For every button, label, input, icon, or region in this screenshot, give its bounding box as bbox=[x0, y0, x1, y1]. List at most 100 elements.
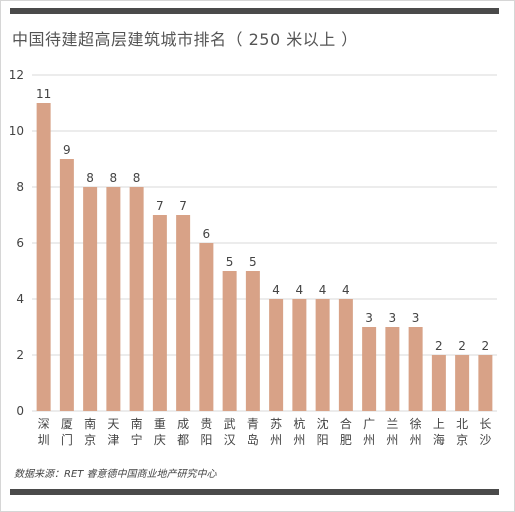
svg-text:广: 广 bbox=[363, 417, 375, 431]
category-label: 武汉 bbox=[224, 417, 236, 447]
svg-text:京: 京 bbox=[456, 433, 468, 447]
bar bbox=[152, 215, 167, 411]
svg-text:阳: 阳 bbox=[317, 433, 329, 447]
data-label: 4 bbox=[342, 283, 350, 297]
category-label: 重庆 bbox=[154, 417, 166, 447]
bar bbox=[431, 355, 446, 411]
svg-text:天: 天 bbox=[107, 417, 119, 431]
svg-text:都: 都 bbox=[177, 433, 189, 447]
y-tick-label: 8 bbox=[16, 180, 24, 194]
svg-text:州: 州 bbox=[410, 433, 422, 447]
svg-text:州: 州 bbox=[363, 433, 375, 447]
category-label: 贵阳 bbox=[200, 417, 212, 447]
svg-text:庆: 庆 bbox=[154, 433, 166, 447]
data-label: 4 bbox=[296, 283, 304, 297]
data-label: 4 bbox=[319, 283, 327, 297]
data-label: 7 bbox=[179, 199, 187, 213]
category-label: 兰州 bbox=[386, 417, 398, 447]
bars bbox=[36, 103, 493, 411]
bar bbox=[199, 243, 214, 411]
bar bbox=[338, 299, 353, 411]
data-labels: 11 9 8 8 8 7 7 6 5 5 4 4 4 4 3 3 3 2 2 2 bbox=[36, 87, 489, 353]
data-label: 9 bbox=[63, 143, 71, 157]
category-label: 青岛 bbox=[247, 417, 259, 447]
category-label: 北京 bbox=[456, 417, 468, 447]
svg-text:杭: 杭 bbox=[293, 416, 305, 431]
category-label: 天津 bbox=[107, 417, 119, 447]
svg-text:南: 南 bbox=[131, 416, 143, 431]
bar bbox=[176, 215, 191, 411]
bottom-rule bbox=[10, 489, 499, 495]
category-label: 沈阳 bbox=[317, 416, 329, 447]
svg-text:肥: 肥 bbox=[340, 433, 352, 447]
svg-text:苏: 苏 bbox=[270, 417, 282, 431]
svg-text:成: 成 bbox=[177, 417, 189, 431]
bar bbox=[292, 299, 307, 411]
svg-text:津: 津 bbox=[107, 433, 119, 447]
bar bbox=[408, 327, 423, 411]
svg-text:长: 长 bbox=[479, 417, 491, 431]
gridlines bbox=[32, 74, 497, 412]
svg-text:南: 南 bbox=[84, 416, 96, 431]
svg-text:武: 武 bbox=[224, 417, 236, 431]
data-label: 2 bbox=[482, 339, 490, 353]
data-source-note: 数据来源：RET 睿意德中国商业地产研究中心 bbox=[14, 469, 217, 480]
svg-text:州: 州 bbox=[293, 433, 305, 447]
bar bbox=[129, 187, 144, 411]
svg-text:上: 上 bbox=[433, 417, 445, 431]
svg-text:厦: 厦 bbox=[61, 417, 73, 431]
bar bbox=[36, 103, 51, 411]
bar bbox=[455, 355, 470, 411]
category-label: 苏州 bbox=[270, 417, 282, 447]
data-label: 4 bbox=[272, 283, 280, 297]
data-label: 3 bbox=[389, 311, 397, 325]
y-tick-label: 4 bbox=[16, 292, 24, 306]
category-label: 长沙 bbox=[479, 417, 491, 447]
svg-text:岛: 岛 bbox=[247, 432, 259, 447]
data-label: 3 bbox=[412, 311, 420, 325]
bar bbox=[106, 187, 121, 411]
svg-text:海: 海 bbox=[433, 432, 445, 447]
y-tick-label: 0 bbox=[16, 404, 24, 418]
svg-text:深: 深 bbox=[38, 417, 50, 431]
svg-text:徐: 徐 bbox=[410, 416, 422, 431]
svg-text:合: 合 bbox=[340, 416, 352, 431]
svg-text:州: 州 bbox=[386, 433, 398, 447]
y-tick-label: 6 bbox=[16, 236, 24, 250]
bar bbox=[385, 327, 400, 411]
category-label: 南京 bbox=[84, 416, 96, 447]
data-label: 8 bbox=[86, 171, 94, 185]
category-label: 上海 bbox=[433, 417, 445, 447]
svg-text:圳: 圳 bbox=[38, 433, 50, 447]
bar bbox=[222, 271, 237, 411]
category-label: 杭州 bbox=[293, 416, 305, 447]
y-axis-ticks: 0 2 4 6 8 10 12 bbox=[9, 68, 24, 418]
category-label: 徐州 bbox=[410, 416, 422, 447]
bar bbox=[269, 299, 284, 411]
category-label: 南宁 bbox=[131, 416, 143, 447]
data-label: 3 bbox=[365, 311, 373, 325]
data-label: 11 bbox=[36, 87, 51, 101]
top-rule bbox=[10, 8, 499, 14]
bar bbox=[83, 187, 98, 411]
data-label: 7 bbox=[156, 199, 164, 213]
data-label: 8 bbox=[133, 171, 141, 185]
svg-text:沙: 沙 bbox=[479, 433, 491, 447]
svg-text:重: 重 bbox=[154, 417, 166, 431]
category-label: 成都 bbox=[177, 417, 189, 447]
bar bbox=[478, 355, 493, 411]
svg-text:贵: 贵 bbox=[200, 417, 212, 431]
svg-text:宁: 宁 bbox=[131, 432, 143, 447]
svg-text:兰: 兰 bbox=[386, 417, 398, 431]
data-label: 2 bbox=[435, 339, 443, 353]
svg-text:青: 青 bbox=[247, 417, 259, 431]
bar bbox=[315, 299, 330, 411]
data-label: 5 bbox=[249, 255, 257, 269]
category-label: 厦门 bbox=[61, 417, 73, 447]
svg-text:阳: 阳 bbox=[200, 433, 212, 447]
y-tick-label: 12 bbox=[9, 68, 24, 82]
svg-text:京: 京 bbox=[84, 433, 96, 447]
data-label: 5 bbox=[226, 255, 234, 269]
category-label: 广州 bbox=[363, 417, 375, 447]
